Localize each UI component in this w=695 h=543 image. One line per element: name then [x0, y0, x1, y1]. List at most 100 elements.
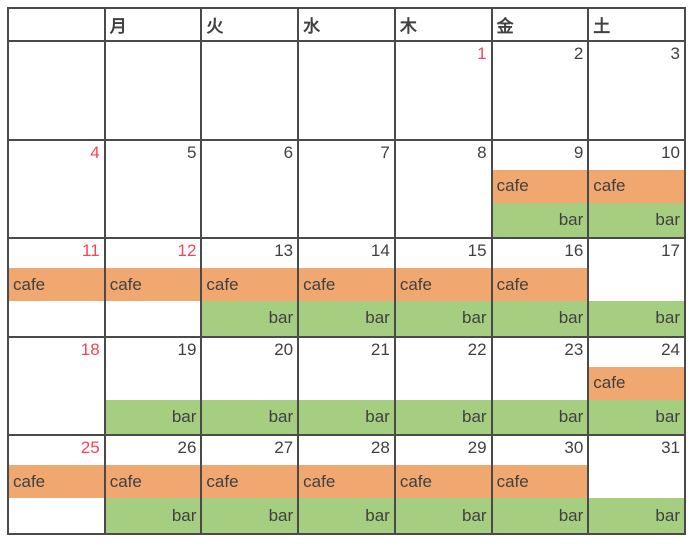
- day-number: 2: [573, 44, 584, 63]
- event-band-cafe[interactable]: cafe: [105, 268, 201, 302]
- event-band-bar[interactable]: bar: [202, 399, 298, 435]
- event-band-bar[interactable]: bar: [492, 301, 588, 336]
- event-band-bar[interactable]: bar: [492, 202, 588, 238]
- day-number: 30: [564, 438, 584, 458]
- event-band-bar[interactable]: bar: [492, 498, 588, 533]
- day-cell[interactable]: 23 bar: [492, 337, 588, 435]
- day-cell[interactable]: 21 bar: [299, 337, 394, 435]
- event-band-bar[interactable]: bar: [202, 498, 298, 533]
- event-band-cafe[interactable]: cafe: [492, 169, 588, 203]
- day-cell[interactable]: [9, 42, 104, 139]
- event-band-bar[interactable]: bar: [395, 301, 491, 336]
- event-band-bar[interactable]: bar: [105, 498, 201, 533]
- event-band-bar[interactable]: bar: [492, 399, 588, 435]
- day-cell[interactable]: 25 cafe: [9, 436, 104, 533]
- event-band-cafe[interactable]: cafe: [395, 268, 491, 302]
- event-band-cafe[interactable]: cafe: [299, 465, 394, 499]
- day-cell[interactable]: 20 bar: [202, 337, 298, 435]
- event-band-bar[interactable]: bar: [395, 399, 491, 435]
- day-number: [9, 42, 104, 71]
- day-number: 13: [274, 241, 294, 261]
- event-band-bar[interactable]: bar: [589, 399, 684, 435]
- day-cell[interactable]: 2: [492, 42, 588, 139]
- weekday-header: 金: [492, 9, 588, 40]
- event-band-cafe[interactable]: cafe: [589, 169, 684, 203]
- weekday-header: 水: [299, 9, 394, 40]
- event-band-cafe[interactable]: cafe: [9, 268, 104, 302]
- day-cell[interactable]: 3: [589, 42, 684, 139]
- day-cell[interactable]: [105, 42, 201, 139]
- day-number: 29: [467, 438, 487, 458]
- day-number-holiday: 12: [177, 241, 197, 261]
- empty-event-slot: [202, 367, 297, 400]
- event-band-cafe[interactable]: cafe: [395, 465, 491, 499]
- day-number: 6: [283, 142, 294, 162]
- day-cell[interactable]: 14 cafe bar: [299, 239, 394, 336]
- day-cell[interactable]: 6: [202, 140, 298, 238]
- day-cell[interactable]: 19 bar: [105, 337, 201, 435]
- day-number-holiday: 18: [80, 339, 100, 359]
- empty-event-slot: [106, 301, 201, 336]
- day-cell[interactable]: 12 cafe: [105, 239, 201, 336]
- event-band-bar[interactable]: bar: [395, 498, 491, 533]
- day-cell[interactable]: 8: [395, 140, 491, 238]
- day-cell[interactable]: 24 cafe bar: [589, 337, 684, 435]
- event-band-cafe[interactable]: cafe: [9, 465, 104, 499]
- day-cell[interactable]: 10 cafe bar: [589, 140, 684, 238]
- day-number: 26: [177, 438, 197, 458]
- event-band-bar[interactable]: bar: [299, 301, 394, 336]
- day-cell[interactable]: 11 cafe: [9, 239, 104, 336]
- day-number: 16: [564, 241, 584, 261]
- day-number: 10: [661, 142, 680, 162]
- event-band-cafe[interactable]: cafe: [492, 268, 588, 302]
- day-number-holiday: 1: [477, 44, 487, 63]
- day-cell[interactable]: 1: [395, 42, 491, 139]
- empty-event-slot: [589, 465, 684, 498]
- day-cell[interactable]: 31 bar: [589, 436, 684, 533]
- event-band-bar[interactable]: bar: [589, 202, 684, 238]
- day-number: 9: [573, 142, 584, 162]
- event-band-bar[interactable]: bar: [202, 301, 298, 336]
- day-cell[interactable]: 15 cafe bar: [395, 239, 491, 336]
- day-cell[interactable]: 28 cafe bar: [299, 436, 394, 533]
- event-band-bar[interactable]: bar: [105, 399, 201, 435]
- weekday-header: 月: [105, 9, 201, 40]
- event-band-cafe[interactable]: cafe: [299, 268, 394, 302]
- day-cell[interactable]: 16 cafe bar: [492, 239, 588, 336]
- event-band-cafe[interactable]: cafe: [589, 366, 684, 400]
- day-cell[interactable]: 9 cafe bar: [492, 140, 588, 238]
- day-cell[interactable]: 17 bar: [589, 239, 684, 336]
- day-number: 17: [661, 241, 680, 261]
- day-number: 27: [274, 438, 294, 458]
- day-number: 5: [186, 142, 197, 162]
- day-cell[interactable]: 5: [105, 140, 201, 238]
- day-cell[interactable]: 27 cafe bar: [202, 436, 298, 533]
- event-band-bar[interactable]: bar: [589, 498, 684, 533]
- day-cell[interactable]: [202, 42, 298, 139]
- empty-event-slot: [299, 367, 394, 400]
- event-band-cafe[interactable]: cafe: [105, 465, 201, 499]
- day-cell[interactable]: 4: [9, 140, 104, 238]
- event-band-cafe[interactable]: cafe: [492, 465, 588, 499]
- day-cell[interactable]: 29 cafe bar: [395, 436, 491, 533]
- day-number: 21: [370, 339, 390, 359]
- day-cell[interactable]: [299, 42, 394, 139]
- event-band-cafe[interactable]: cafe: [202, 268, 298, 302]
- weekday-header: 土: [589, 9, 684, 40]
- day-number: 20: [274, 339, 294, 359]
- event-band-bar[interactable]: bar: [299, 399, 394, 435]
- day-cell[interactable]: 7: [299, 140, 394, 238]
- day-number: [299, 42, 394, 71]
- event-band-bar[interactable]: bar: [589, 301, 684, 336]
- event-band-cafe[interactable]: cafe: [202, 465, 298, 499]
- event-band-bar[interactable]: bar: [299, 498, 394, 533]
- day-number: 15: [467, 241, 487, 261]
- day-number: 28: [370, 438, 390, 458]
- day-cell[interactable]: 13 cafe bar: [202, 239, 298, 336]
- day-number: 19: [177, 339, 197, 359]
- day-cell[interactable]: 26 cafe bar: [105, 436, 201, 533]
- day-cell[interactable]: 18: [9, 337, 104, 435]
- empty-event-slot: [493, 367, 588, 400]
- day-cell[interactable]: 22 bar: [395, 337, 491, 435]
- day-cell[interactable]: 30 cafe bar: [492, 436, 588, 533]
